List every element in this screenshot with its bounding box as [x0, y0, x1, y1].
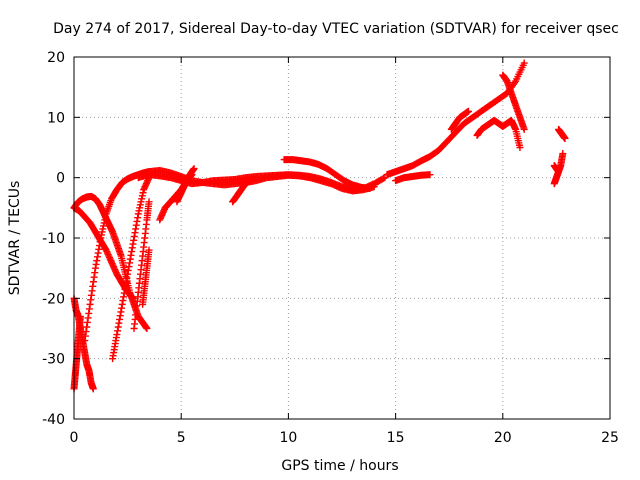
y-tick-label: -10 [42, 231, 65, 247]
y-tick-label: -30 [42, 352, 65, 368]
grid-lines [74, 57, 610, 419]
data-point [89, 385, 97, 393]
data-point [511, 79, 519, 87]
data-point [555, 168, 563, 176]
series-arc-14 [280, 156, 374, 193]
data-series [70, 59, 569, 393]
x-tick-label: 10 [279, 430, 297, 446]
x-tick-label: 25 [601, 430, 619, 446]
series-arc-19 [499, 71, 528, 133]
data-point [246, 177, 254, 185]
y-tick-label: 20 [47, 50, 65, 66]
axis-ticks [73, 56, 611, 420]
data-point [76, 312, 84, 320]
y-tick-label: 0 [56, 171, 65, 187]
series-arc-18 [473, 116, 524, 151]
data-point [426, 171, 434, 179]
series-arc-21 [555, 125, 569, 142]
series-arc-17 [447, 107, 472, 133]
data-point [145, 198, 153, 206]
y-tick-label: 10 [47, 110, 65, 126]
series-arc-13 [229, 177, 254, 206]
data-point [380, 174, 388, 182]
data-point [143, 325, 151, 332]
x-axis-label: GPS time / hours [281, 458, 398, 474]
series-arc-22 [550, 162, 563, 176]
data-point [190, 165, 198, 173]
x-tick-label: 5 [177, 430, 186, 446]
y-axis-label: SDTVAR / TECUs [7, 181, 23, 296]
x-tick-label: 15 [387, 430, 405, 446]
y-tick-label: -40 [42, 412, 65, 428]
data-point [516, 144, 524, 151]
x-tick-label: 0 [70, 430, 79, 446]
data-point [145, 246, 153, 254]
chart-title: Day 274 of 2017, Sidereal Day-to-day VTE… [53, 21, 619, 37]
x-tick-label: 20 [494, 430, 512, 446]
data-point [559, 150, 567, 158]
data-point [520, 125, 528, 133]
tick-labels: 0 5 10 15 20 25 -40 -30 -20 -10 0 10 20 [42, 50, 619, 446]
data-point [129, 294, 137, 302]
data-point [366, 185, 374, 193]
data-point [370, 183, 378, 191]
series-arc-6 [109, 174, 153, 363]
y-tick-label: -20 [42, 291, 65, 307]
data-point [561, 134, 569, 142]
series-arc-12 [173, 165, 198, 206]
series-arc-2 [70, 312, 84, 393]
data-point [464, 107, 472, 115]
series-arc-16 [392, 171, 434, 185]
series-arc-8 [139, 246, 153, 308]
data-point [520, 59, 528, 67]
series-arc-7 [130, 198, 153, 332]
